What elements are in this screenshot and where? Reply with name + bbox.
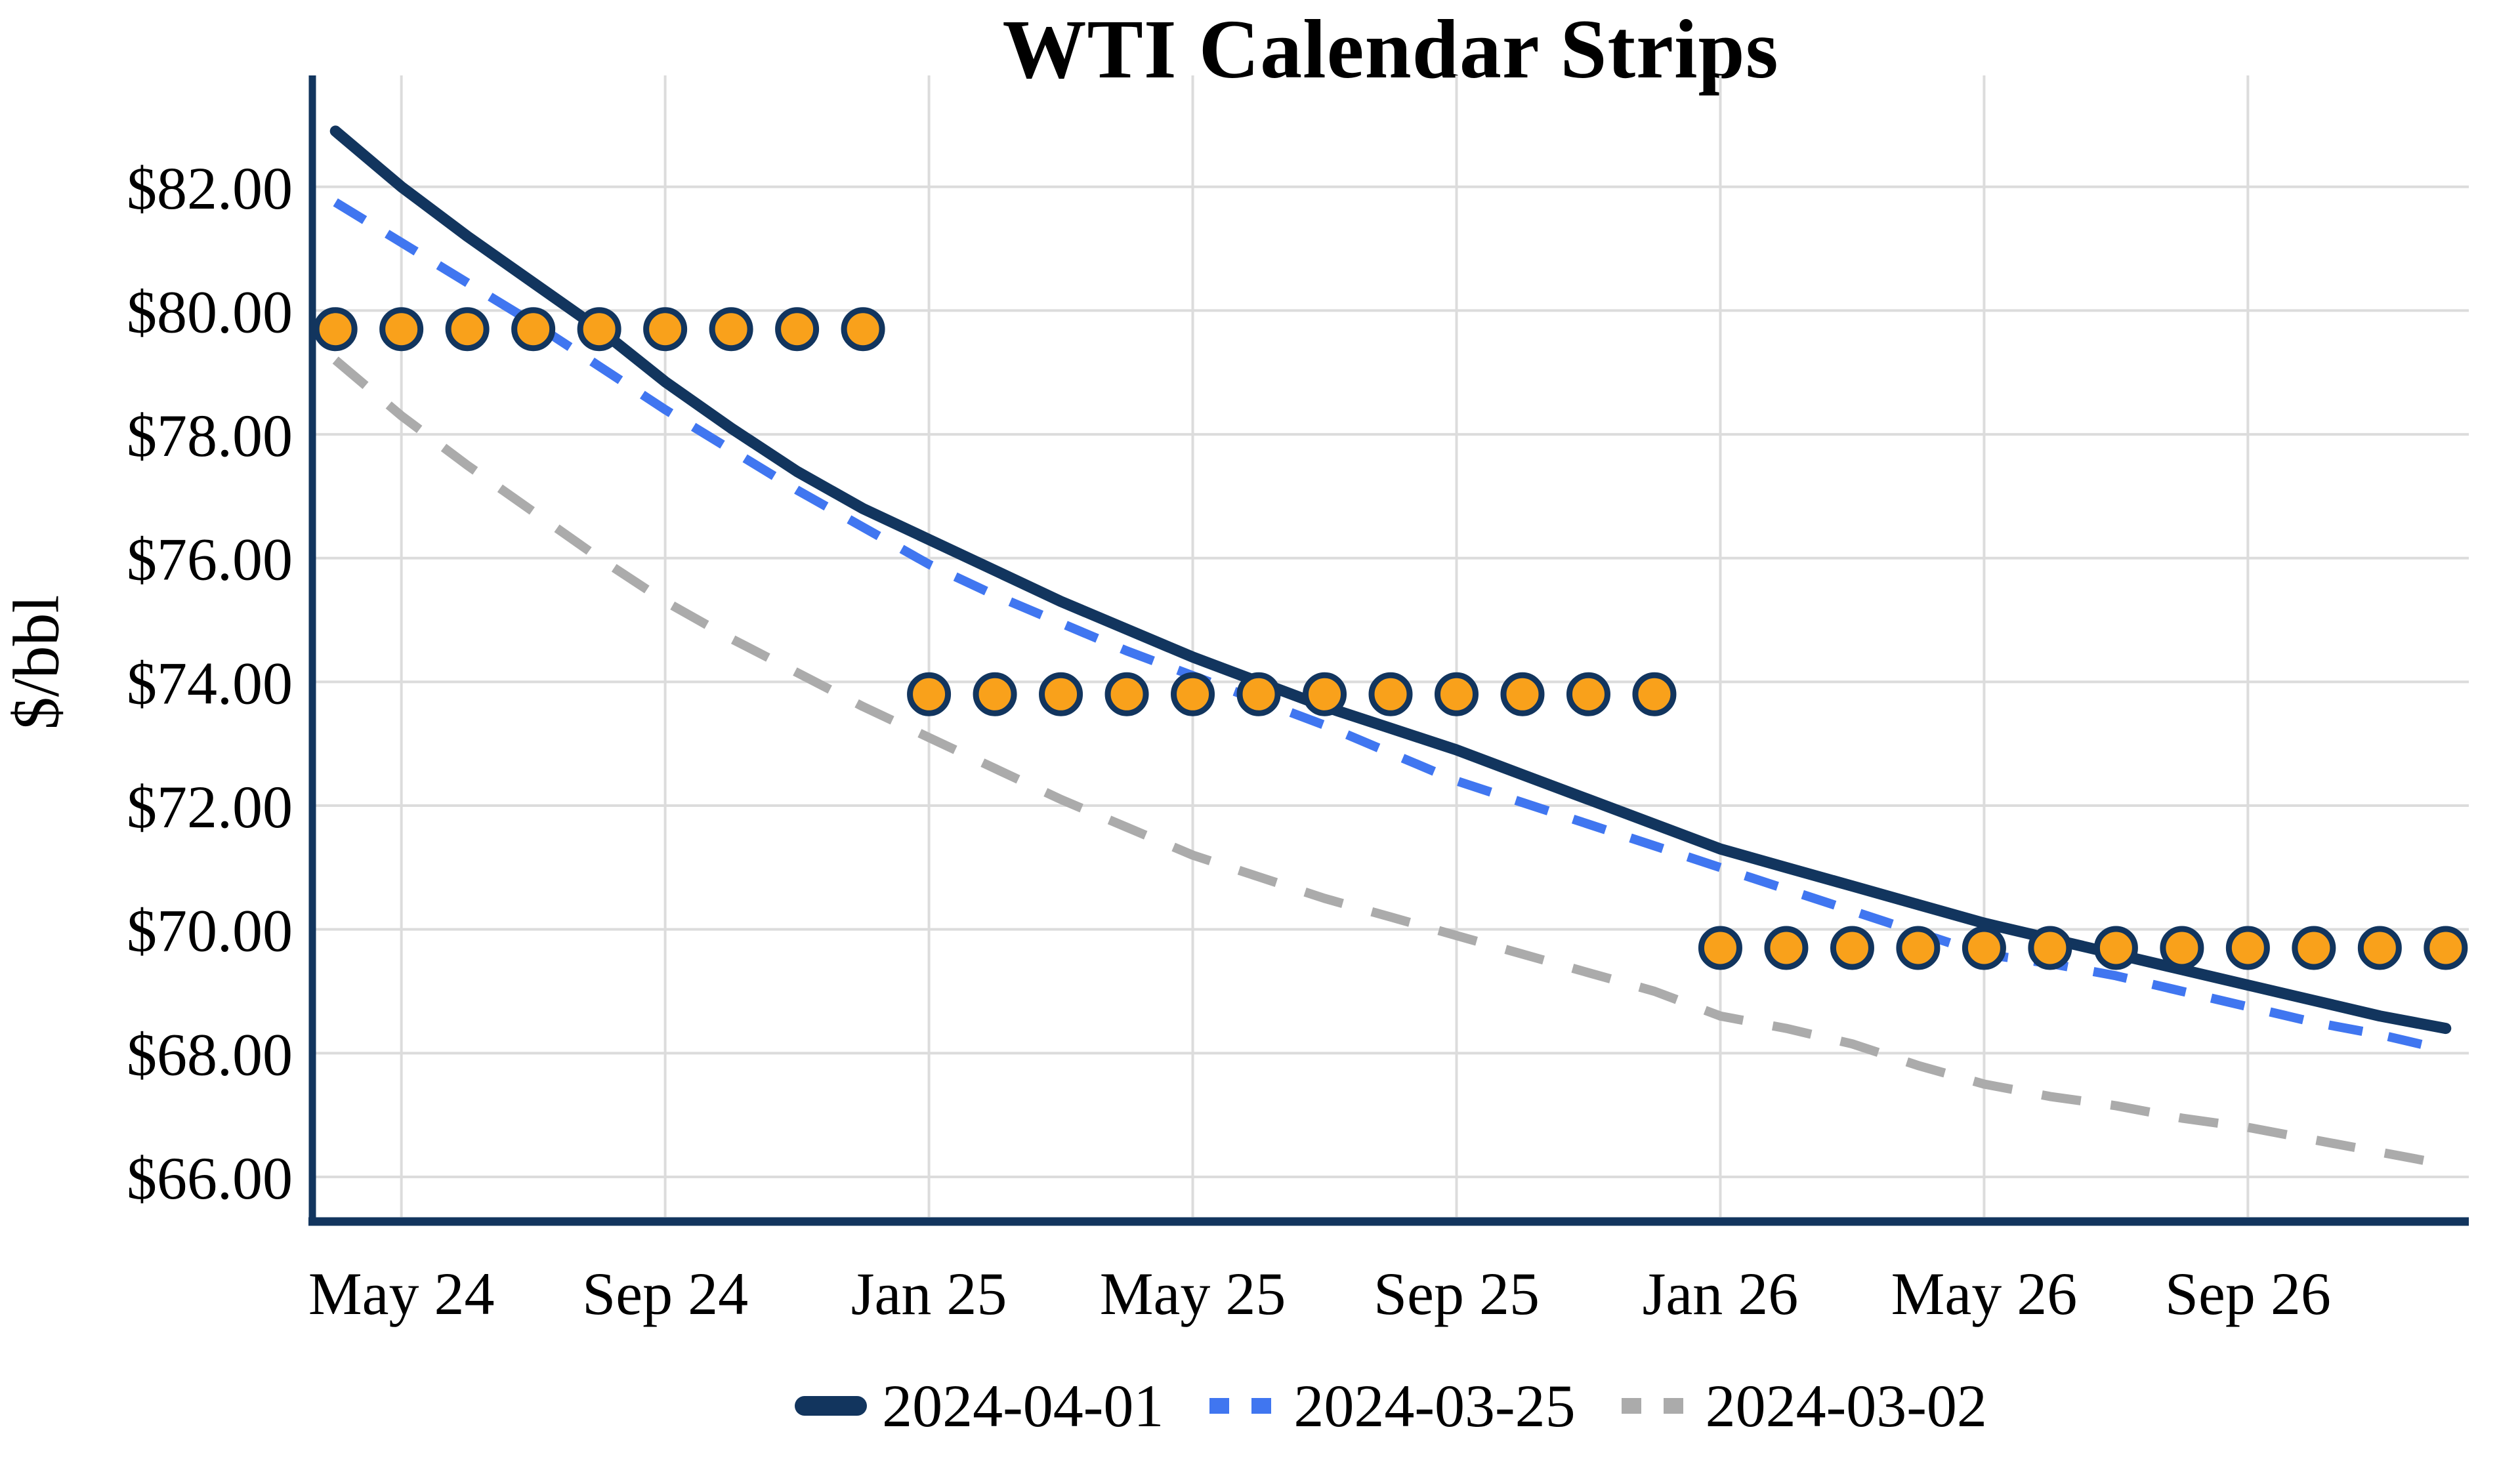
series-line-2024-04-01 [329,125,2452,1035]
strip-dot [1368,672,1413,716]
series-line-2024-03-25 [333,198,2447,1055]
legend-item-2024-03-02: 2024-03-02 [1618,1371,1987,1441]
series-line-2024-03-02 [332,356,2447,1169]
strip-dot [2028,926,2072,970]
strip-dot [2160,926,2204,970]
strip-dot [1566,672,1610,716]
y-tick-label: $68.00 [127,1021,293,1088]
strip-dot [1104,672,1149,716]
x-tick-label: May 24 [308,1260,495,1327]
x-tick-label: Sep 26 [2165,1260,2331,1327]
strip-dot [1830,926,1874,970]
strip-dot [775,307,820,352]
y-tick-label: $80.00 [127,278,293,345]
strip-dot [1632,672,1677,716]
x-tick-label: Jan 25 [851,1260,1007,1327]
x-tick-label: May 25 [1100,1260,1286,1327]
strip-dot [973,672,1017,716]
strip-dot [2093,926,2138,970]
strip-dot [1303,672,1347,716]
strip-dot [1500,672,1545,716]
legend-swatch-dashed-line [1209,1398,1276,1414]
strip-dot [2292,926,2336,970]
legend-label: 2024-03-25 [1293,1372,1576,1439]
y-tick-label: $70.00 [127,897,293,964]
strip-dot [379,307,424,352]
strip-dot [643,307,688,352]
y-tick-label: $66.00 [127,1145,293,1212]
strip-dot [709,307,753,352]
y-tick-label: $82.00 [127,155,293,222]
strip-dot [1698,926,1742,970]
legend: 2024-04-01 2024-03-25 2024-03-02 [312,1363,2469,1449]
strip-dot [1171,672,1215,716]
legend-item-2024-04-01: 2024-04-01 [794,1371,1164,1441]
strip-dot [1962,926,2006,970]
strip-dot [1434,672,1479,716]
legend-label: 2024-03-02 [1705,1372,1987,1439]
strip-dot [577,307,621,352]
strip-dot [2424,926,2468,970]
legend-swatch-dashed-line [1621,1398,1687,1414]
y-tick-label: $78.00 [127,402,293,469]
x-tick-label: Sep 24 [582,1260,748,1327]
strip-dot [1236,672,1281,716]
y-tick-label: $76.00 [127,526,293,593]
strip-dot [2357,926,2402,970]
y-tick-label: $72.00 [127,773,293,840]
strip-dot [313,307,358,352]
x-tick-label: Sep 25 [1374,1260,1540,1327]
y-tick-label: $74.00 [127,649,293,716]
strip-dot [841,307,885,352]
strip-dot [1764,926,1809,970]
strip-dot [511,307,556,352]
strip-dot [1896,926,1941,970]
x-tick-label: May 26 [1891,1260,2078,1327]
legend-swatch-solid-line [795,1396,868,1416]
legend-label: 2024-04-01 [882,1372,1164,1439]
strip-dot [2225,926,2270,970]
chart-title: WTI Calendar Strips [1002,3,1779,96]
strip-dot [1039,672,1083,716]
x-tick-label: Jan 26 [1643,1260,1799,1327]
strip-dot [907,672,952,716]
legend-item-2024-03-25: 2024-03-25 [1206,1371,1576,1441]
strip-dot [445,307,490,352]
